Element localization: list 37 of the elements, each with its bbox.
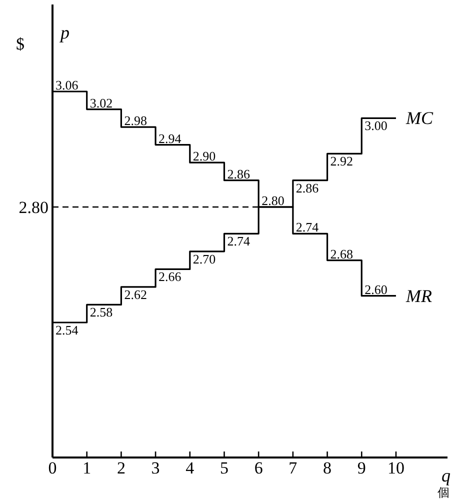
- data-label: 2.74: [227, 234, 250, 249]
- y-axis-title: p: [58, 22, 70, 42]
- data-label: 2.98: [124, 113, 147, 128]
- x-tick-label: 4: [186, 458, 195, 478]
- x-tick-label: 10: [387, 458, 404, 478]
- x-axis-title: q: [442, 466, 450, 486]
- series-label: MC: [404, 108, 434, 128]
- data-label: 2.86: [296, 180, 320, 196]
- x-tick-label: 6: [254, 458, 263, 478]
- x-tick-label: 3: [151, 458, 160, 478]
- data-label: 2.74: [296, 220, 320, 235]
- x-tick-label: 7: [288, 458, 298, 478]
- data-label: 2.68: [330, 246, 354, 262]
- data-label: 2.62: [124, 286, 147, 302]
- data-label: 2.94: [158, 130, 182, 146]
- x-tick-label: 1: [82, 458, 92, 478]
- data-label: 2.86: [227, 166, 250, 182]
- text: 個: [438, 486, 450, 500]
- data-label: 2.80: [262, 193, 284, 208]
- data-label: 3.02: [90, 95, 113, 110]
- series-label: MR: [404, 286, 432, 306]
- x-tick-label: 8: [323, 458, 332, 478]
- data-label: 2.70: [192, 251, 216, 266]
- x-tick-label: 9: [357, 458, 366, 478]
- data-label: 2.60: [364, 282, 388, 297]
- data-label: 2.58: [90, 304, 113, 320]
- data-label: 3.06: [56, 78, 79, 92]
- ref-line-label: 2.80: [18, 198, 48, 217]
- x-tick-label: 2: [116, 458, 126, 478]
- x-tick-label: 0: [48, 458, 57, 478]
- text: $: [16, 34, 24, 54]
- data-label: 2.54: [56, 322, 79, 338]
- x-tick-label: 5: [220, 458, 228, 478]
- data-label: 2.66: [158, 269, 182, 284]
- data-label: 2.92: [330, 154, 354, 169]
- data-label: 3.00: [364, 118, 388, 134]
- data-label: 2.90: [192, 148, 216, 164]
